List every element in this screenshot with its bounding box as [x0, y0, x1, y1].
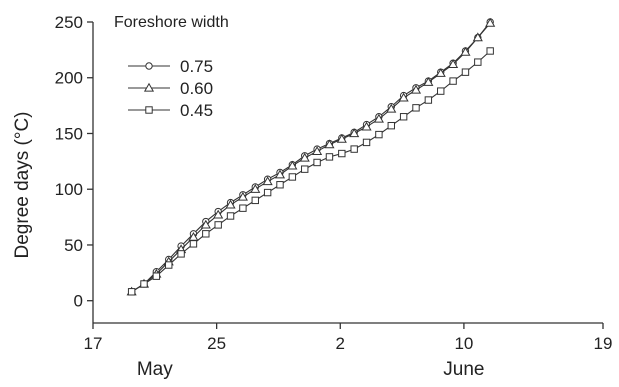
legend-item: 0.45: [128, 101, 213, 120]
square-marker: [239, 204, 247, 212]
legend-triangle-marker: [143, 82, 155, 92]
legend-item: 0.60: [128, 79, 213, 98]
triangle-marker: [324, 139, 335, 149]
x-tick-label: 17: [84, 334, 103, 353]
square-marker: [387, 121, 395, 130]
month-label: May: [137, 359, 173, 380]
square-marker: [325, 153, 334, 161]
x-ticks: 17 25 2 10 19: [84, 323, 613, 353]
legend-title: Foreshore width: [114, 14, 229, 31]
square-marker: [449, 77, 457, 85]
square-marker: [177, 250, 185, 258]
square-marker: [338, 149, 346, 158]
y-ticks: 0 50 100 150 200 250: [55, 13, 93, 311]
month-label: June: [443, 359, 484, 380]
square-marker: [375, 130, 383, 139]
x-tick-label: 19: [594, 334, 613, 353]
legend-label: 0.75: [180, 57, 213, 76]
square-marker: [226, 212, 235, 220]
y-axis-title: Degree days (°C): [12, 112, 33, 259]
legend: Foreshore width 0.75 0.60 0.45: [114, 14, 229, 120]
month-labels: May June: [137, 359, 485, 380]
triangle-marker: [472, 32, 483, 42]
y-tick-label: 0: [74, 292, 83, 311]
triangle-marker: [262, 176, 273, 186]
triangle-marker: [250, 184, 261, 193]
square-marker: [399, 113, 408, 121]
triangle-marker: [435, 68, 446, 77]
triangle-marker: [287, 160, 298, 170]
square-marker: [214, 221, 222, 229]
square-marker: [424, 96, 433, 104]
legend-square-marker: [145, 106, 153, 114]
square-marker: [412, 104, 420, 112]
triangle-marker: [410, 84, 422, 94]
legend-label: 0.60: [180, 79, 213, 98]
y-tick-label: 100: [55, 180, 83, 199]
legend-circle-marker: [145, 62, 153, 70]
square-marker: [437, 87, 445, 95]
triangle-marker: [485, 17, 496, 27]
square-marker: [350, 145, 358, 153]
square-marker: [189, 240, 198, 248]
legend-label: 0.45: [180, 101, 213, 120]
series-triangle: [126, 17, 496, 296]
square-marker: [313, 158, 321, 167]
triangle-marker: [349, 128, 360, 138]
square-marker: [263, 188, 272, 197]
triangle-marker: [460, 46, 471, 56]
x-tick-label: 2: [336, 334, 345, 353]
triangle-marker: [373, 113, 384, 123]
series-square: [127, 47, 494, 296]
triangle-marker: [225, 199, 236, 209]
triangle-marker: [386, 103, 397, 113]
triangle-marker: [200, 219, 211, 229]
y-tick-label: 250: [55, 13, 83, 32]
triangle-marker: [274, 169, 286, 179]
square-marker: [486, 47, 494, 55]
y-tick-label: 150: [55, 124, 83, 143]
square-marker: [165, 261, 173, 269]
square-marker: [251, 196, 259, 205]
legend-item: 0.75: [128, 57, 213, 76]
square-marker: [127, 288, 136, 296]
square-marker: [461, 68, 470, 76]
triangle-marker: [336, 133, 347, 143]
x-tick-label: 10: [454, 334, 473, 353]
square-marker: [152, 272, 161, 280]
square-marker: [276, 181, 284, 189]
triangle-marker: [423, 76, 434, 86]
triangle-marker: [237, 191, 248, 201]
y-tick-label: 200: [55, 69, 83, 88]
legend-items: 0.75 0.60 0.45: [128, 57, 213, 120]
x-tick-label: 25: [207, 334, 226, 353]
triangle-marker: [448, 59, 459, 69]
triangle-marker: [299, 152, 310, 162]
square-marker: [474, 58, 482, 66]
triangle-marker: [213, 209, 224, 219]
triangle-marker: [361, 121, 372, 131]
axes: [92, 22, 603, 324]
square-marker: [202, 230, 210, 238]
series-layer: [126, 17, 496, 296]
square-marker: [140, 280, 148, 288]
triangle-marker: [398, 92, 409, 102]
y-tick-label: 50: [64, 236, 83, 255]
square-marker: [288, 173, 297, 181]
triangle-marker: [312, 146, 323, 155]
square-marker: [362, 138, 371, 147]
square-marker: [301, 165, 309, 173]
